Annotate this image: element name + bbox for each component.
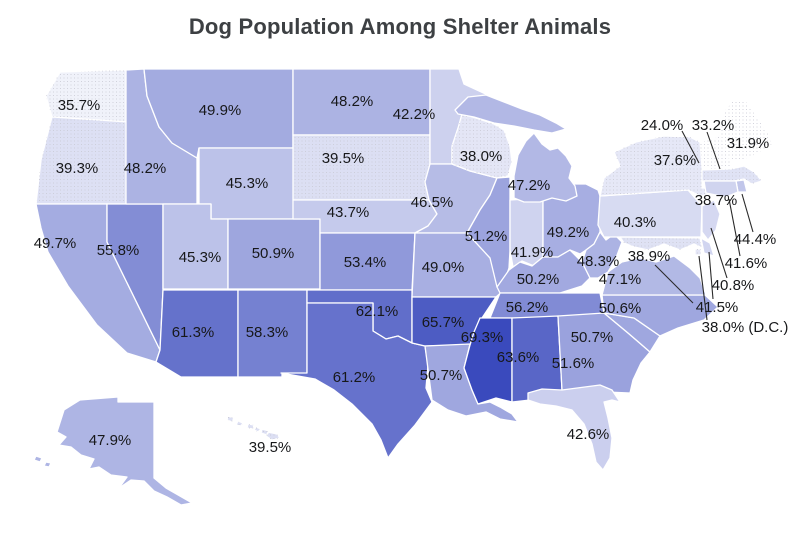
- state-value-label-AZ: 61.3%: [172, 324, 215, 341]
- state-value-label-CT: 41.6%: [725, 255, 768, 272]
- state-NC[interactable]: [601, 294, 719, 337]
- state-AK[interactable]: [33, 396, 193, 506]
- state-value-label-WA: 35.7%: [58, 97, 101, 114]
- state-value-label-TN: 56.2%: [506, 299, 549, 316]
- state-value-label-HI: 39.5%: [249, 439, 292, 456]
- state-value-label-IA: 46.5%: [411, 194, 454, 211]
- state-value-label-OH: 49.2%: [547, 224, 590, 241]
- chart-title: Dog Population Among Shelter Animals: [188, 14, 612, 39]
- state-value-label-MO: 49.0%: [422, 259, 465, 276]
- state-DC[interactable]: [694, 248, 702, 256]
- callout-line-VT: [681, 130, 700, 164]
- state-value-label-GA: 51.6%: [552, 355, 595, 372]
- callout-line-NH: [706, 131, 721, 170]
- state-value-label-CO: 50.9%: [252, 245, 295, 262]
- state-value-label-RI: 44.4%: [734, 231, 777, 248]
- state-value-label-PA: 40.3%: [614, 214, 657, 231]
- state-value-label-NY: 37.6%: [654, 152, 697, 169]
- state-value-label-MD: 38.9%: [628, 248, 671, 265]
- state-value-label-ME: 31.9%: [727, 135, 770, 152]
- state-value-label-MI: 47.2%: [508, 177, 551, 194]
- state-value-label-UT: 45.3%: [179, 249, 222, 266]
- state-value-label-TX: 61.2%: [333, 369, 376, 386]
- state-value-label-NC: 50.6%: [599, 300, 642, 317]
- state-value-label-AR: 65.7%: [422, 314, 465, 331]
- callout-line-MD: [654, 264, 694, 304]
- callout-line-NJ: [710, 227, 728, 279]
- state-value-label-MN: 42.2%: [393, 106, 436, 123]
- state-DE[interactable]: [700, 237, 715, 257]
- state-HI[interactable]: [226, 415, 281, 441]
- state-MI[interactable]: [454, 94, 578, 203]
- state-value-label-NH: 33.2%: [692, 117, 735, 134]
- callout-line-RI: [741, 193, 754, 233]
- state-value-label-IN: 41.9%: [511, 244, 554, 261]
- state-value-label-OK: 62.1%: [356, 303, 399, 320]
- state-value-label-FL: 42.6%: [567, 426, 610, 443]
- state-value-label-NM: 58.3%: [246, 324, 289, 341]
- state-value-label-SD: 39.5%: [322, 150, 365, 167]
- state-FL[interactable]: [527, 384, 621, 471]
- state-value-label-MS: 69.3%: [461, 329, 504, 346]
- state-value-label-MA: 38.7%: [695, 192, 738, 209]
- callout-line-DE: [708, 251, 714, 300]
- state-SD[interactable]: [292, 134, 431, 201]
- state-value-label-ND: 48.2%: [331, 93, 374, 110]
- state-value-label-MT: 49.9%: [199, 102, 242, 119]
- state-value-label-NJ: 40.8%: [712, 277, 755, 294]
- state-WA[interactable]: [45, 69, 129, 123]
- state-value-label-SC: 50.7%: [571, 329, 614, 346]
- state-value-label-DE: 41.5%: [696, 299, 739, 316]
- state-value-label-IL: 51.2%: [465, 228, 508, 245]
- state-value-label-KY: 50.2%: [517, 271, 560, 288]
- state-value-label-OR: 39.3%: [56, 160, 99, 177]
- state-value-label-WI: 38.0%: [460, 148, 503, 165]
- state-value-label-VT: 24.0%: [641, 117, 684, 134]
- state-value-label-WV: 48.3%: [577, 253, 620, 270]
- state-value-label-WY: 45.3%: [226, 175, 269, 192]
- state-value-label-KS: 53.4%: [344, 254, 387, 271]
- state-value-label-LA: 50.7%: [420, 367, 463, 384]
- state-value-label-NV: 55.8%: [97, 242, 140, 259]
- state-value-label-DC: 38.0% (D.C.): [702, 319, 789, 336]
- state-value-label-ID: 48.2%: [124, 160, 167, 177]
- state-value-label-VA: 47.1%: [599, 271, 642, 288]
- callout-line-DC: [698, 255, 708, 321]
- state-value-label-CA: 49.7%: [34, 235, 77, 252]
- callout-line-CT: [728, 198, 741, 257]
- state-value-label-AK: 47.9%: [89, 432, 132, 449]
- state-value-label-AL: 63.6%: [497, 349, 540, 366]
- state-CT[interactable]: [703, 180, 739, 198]
- state-NJ[interactable]: [701, 199, 721, 241]
- state-value-label-NE: 43.7%: [327, 204, 370, 221]
- state-TX[interactable]: [280, 302, 433, 459]
